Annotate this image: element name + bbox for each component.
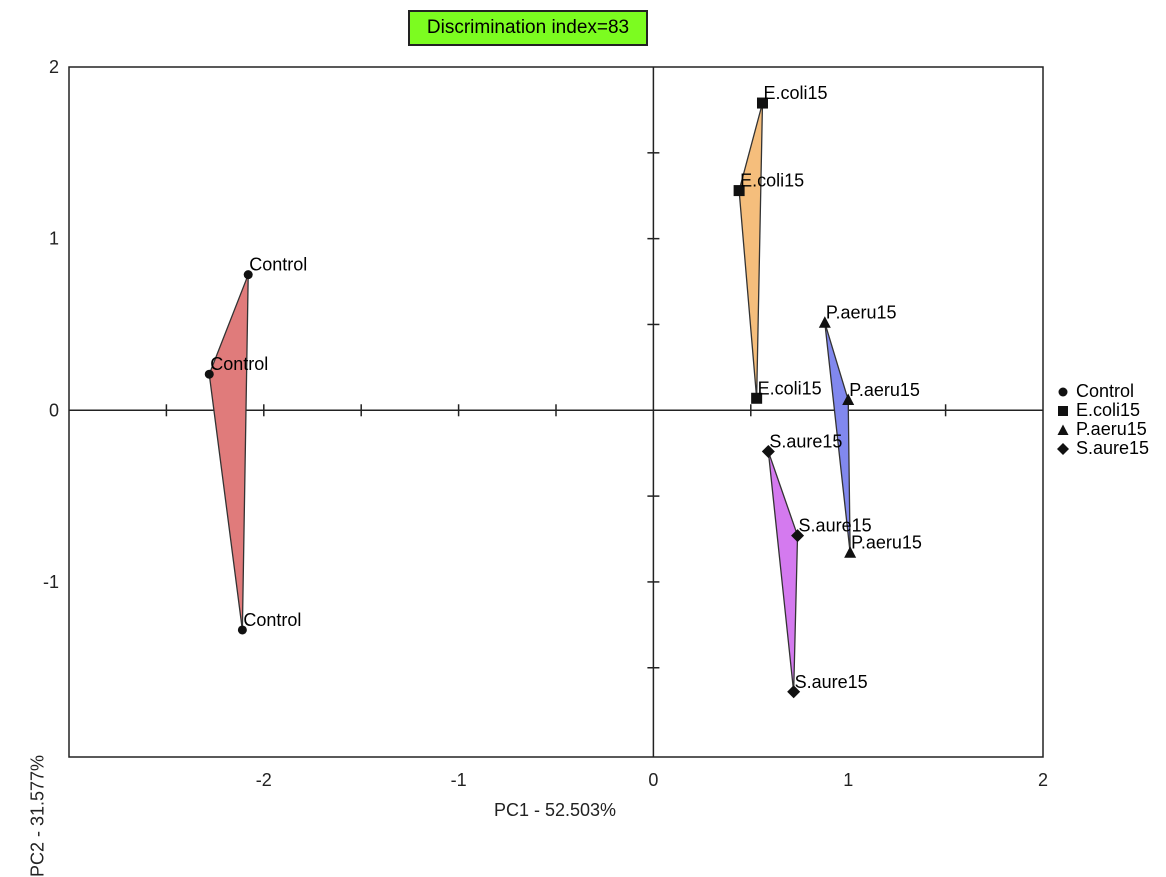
square-marker-icon [1058, 405, 1068, 416]
legend-item-paeru15: P.aeru15 [1056, 420, 1149, 439]
hull-layer [208, 102, 851, 693]
point-label: P.aeru15 [851, 533, 922, 553]
chart-title: Discrimination index=83 [408, 10, 648, 46]
y-axis-label: PC2 - 31.577% [27, 754, 48, 877]
legend-label: S.aure15 [1076, 438, 1150, 458]
point-label: P.aeru15 [849, 380, 920, 400]
point-label: Control [243, 610, 301, 630]
triangle-marker [844, 546, 857, 558]
circle-marker [243, 270, 253, 280]
point-label: S.aure15 [799, 516, 872, 536]
point-label: Control [210, 354, 268, 374]
triangle-marker [818, 316, 831, 328]
point-label: E.coli15 [763, 83, 827, 103]
diamond-marker-icon [1057, 442, 1069, 455]
plot-frame [68, 66, 1044, 758]
legend-item-ecoli15: E.coli15 [1056, 401, 1149, 420]
group-hull [738, 102, 764, 399]
point-label: P.aeru15 [826, 303, 897, 323]
y-tick-label: -1 [43, 572, 59, 592]
circle-marker [204, 369, 214, 379]
diamond-marker [791, 529, 805, 543]
point-label: S.aure15 [795, 672, 868, 692]
legend: Control E.coli15 P.aeru15 S.aure15 [1056, 382, 1149, 458]
point-label: E.coli15 [740, 171, 804, 191]
tick-label-layer: -2 -1 0 1 2 -1 0 1 2 [43, 57, 1048, 790]
x-tick-label: 0 [648, 770, 658, 790]
label-layer: Control Control Control E.coli15 E.coli15 E.c… [210, 83, 922, 692]
x-tick-label: -2 [256, 770, 272, 790]
legend-item-control: Control [1056, 382, 1149, 401]
legend-item-saure15: S.aure15 [1056, 439, 1149, 458]
circle-marker-icon [1058, 387, 1068, 396]
scatter-chart: Control Control Control E.coli15 E.coli15 E.c… [43, 57, 1048, 790]
x-axis-label: PC1 - 52.503% [493, 800, 617, 820]
legend-label: P.aeru15 [1076, 419, 1147, 439]
point-label: S.aure15 [769, 431, 842, 451]
y-tick-label: 1 [49, 229, 59, 249]
x-tick-label: -1 [451, 770, 467, 790]
square-marker [751, 392, 763, 404]
square-marker [733, 185, 745, 197]
group-hull [767, 450, 799, 693]
y-tick-label: 2 [49, 57, 59, 77]
legend-label: Control [1076, 381, 1135, 401]
group-hull [824, 322, 851, 554]
circle-marker [237, 625, 247, 635]
point-label: E.coli15 [758, 378, 822, 398]
legend-label: E.coli15 [1076, 400, 1141, 420]
point-layer [204, 97, 857, 699]
x-tick-label: 2 [1038, 770, 1048, 790]
y-tick-label: 0 [49, 400, 59, 420]
point-label: Control [249, 255, 307, 275]
diamond-marker [761, 444, 775, 458]
triangle-marker-icon [1057, 424, 1069, 435]
square-marker [756, 97, 768, 109]
group-hull [208, 274, 249, 631]
triangle-marker [842, 393, 855, 405]
diamond-marker [787, 685, 801, 699]
x-tick-label: 1 [843, 770, 853, 790]
